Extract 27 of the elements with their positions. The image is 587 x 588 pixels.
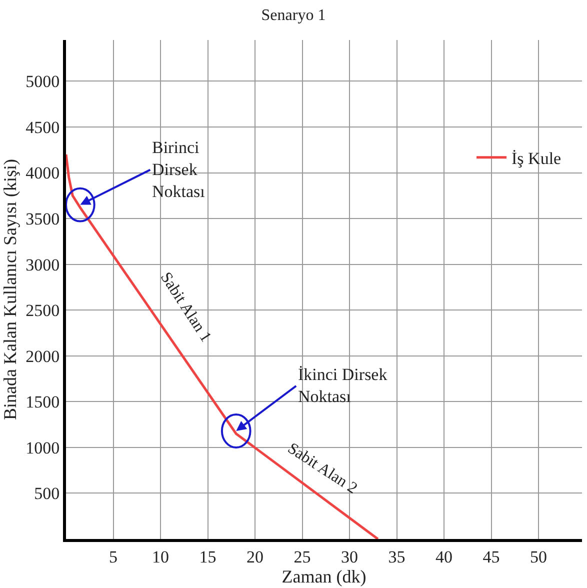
x-tick-label: 30: [341, 547, 358, 566]
chart-title: Senaryo 1: [261, 7, 326, 24]
x-tick-label: 35: [388, 547, 406, 566]
y-tick-label: 500: [34, 484, 60, 504]
x-tick-label: 45: [482, 547, 500, 566]
y-axis-title: Binada Kalan Kullanıcı Sayısı (kişi): [0, 159, 20, 420]
x-axis-title: Zaman (dk): [282, 566, 366, 586]
y-tick-label: 3000: [26, 255, 60, 274]
y-tick-label: 1000: [26, 438, 60, 458]
x-tick-label: 20: [246, 547, 264, 566]
x-tick-label: 10: [152, 547, 170, 566]
legend-label: İş Kule: [512, 148, 562, 168]
y-tick-label: 2000: [26, 346, 60, 366]
y-tick-label: 2500: [26, 301, 60, 320]
annotation: Birinci Dirsek Noktası: [152, 138, 206, 202]
y-tick-label: 3500: [26, 209, 60, 228]
x-tick-label: 5: [109, 547, 118, 566]
y-tick-label: 5000: [26, 72, 60, 92]
x-tick-label: 40: [436, 547, 453, 566]
annotation: İkinci Dirsek Noktası: [298, 365, 388, 406]
x-tick-label: 25: [294, 547, 311, 566]
x-tick-label: 15: [199, 547, 216, 566]
y-tick-label: 4000: [26, 164, 60, 183]
annotation: Sabit Alan 2: [284, 440, 360, 498]
y-tick-label: 4500: [26, 118, 60, 137]
y-tick-label: 1500: [26, 392, 60, 412]
x-tick-label: 50: [530, 547, 548, 566]
